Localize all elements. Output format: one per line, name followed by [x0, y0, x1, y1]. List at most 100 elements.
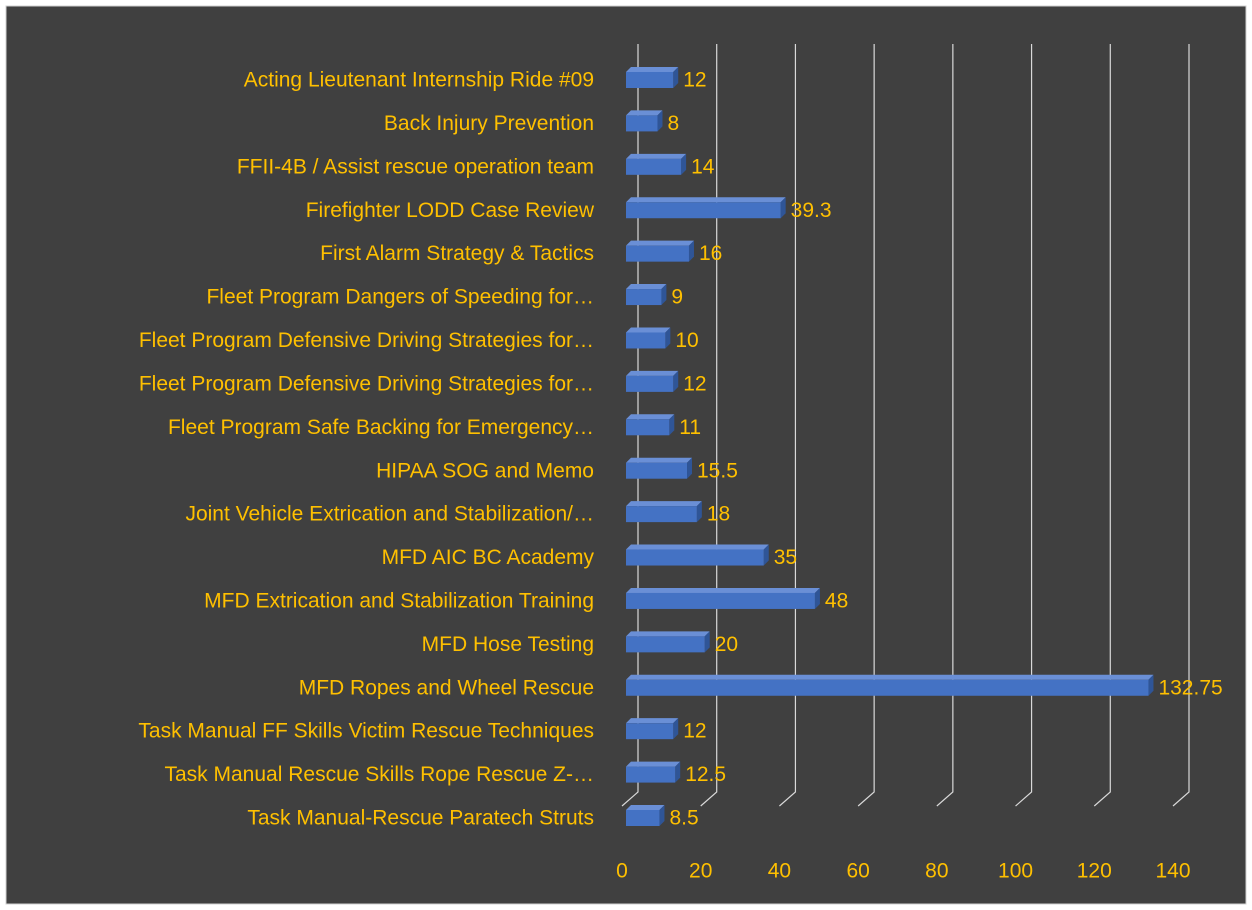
bar [626, 631, 710, 653]
y-tick-label: MFD AIC BC Academy [382, 546, 595, 569]
data-label: 15.5 [697, 459, 738, 482]
bar-face [780, 197, 786, 219]
bar-face [657, 110, 663, 132]
y-tick-label: Firefighter LODD Case Review [306, 199, 595, 222]
data-label: 18 [707, 503, 730, 526]
bar [626, 544, 769, 566]
chart-background [5, 5, 1247, 905]
bar-face [626, 72, 674, 88]
grid-line [700, 44, 718, 807]
x-tick-label: 140 [1155, 860, 1190, 883]
bar-face [626, 370, 679, 376]
bar-face [626, 549, 764, 566]
y-tick-label: First Alarm Strategy & Tactics [320, 242, 594, 265]
bar [626, 587, 820, 609]
bar-face [814, 587, 820, 609]
bar-face [626, 679, 1149, 696]
y-tick-label: Fleet Program Dangers of Speeding for… [206, 286, 594, 309]
bar-face [626, 67, 679, 72]
bar [626, 414, 675, 436]
data-label: 9 [671, 286, 683, 309]
bar [626, 153, 687, 175]
bar-face [626, 153, 687, 159]
y-tick-label: Acting Lieutenant Internship Ride #09 [244, 69, 594, 92]
data-label: 14 [691, 155, 715, 178]
grid-line [1015, 44, 1033, 807]
bar-face [626, 289, 662, 306]
bar-face [626, 501, 702, 507]
y-tick-label: MFD Ropes and Wheel Rescue [299, 676, 594, 699]
x-tick-label: 0 [616, 860, 628, 883]
grid-line [936, 44, 954, 807]
bar-face [626, 544, 769, 550]
bar-face [626, 332, 666, 349]
data-label: 12.5 [685, 763, 726, 786]
bar [626, 805, 665, 826]
bar-face [661, 284, 667, 306]
bar-face [626, 592, 815, 609]
y-tick-label: Task Manual FF Skills Victim Rescue Tech… [138, 720, 594, 743]
bar-face [626, 636, 705, 653]
bar-face [626, 810, 660, 826]
y-tick-label: Back Injury Prevention [384, 112, 594, 135]
data-label: 8.5 [669, 807, 698, 830]
bar-face [626, 631, 710, 637]
bar-face [626, 158, 682, 175]
bar-face [763, 544, 769, 566]
bar-face [659, 805, 665, 826]
bar-face [1148, 674, 1154, 696]
bar [626, 67, 679, 88]
bar-face [626, 457, 693, 463]
data-label: 35 [774, 546, 797, 569]
data-label: 12 [683, 720, 706, 743]
bar-face [626, 202, 781, 219]
y-tick-label: FFII-4B / Assist rescue operation team [237, 155, 594, 178]
y-tick-label: Fleet Program Defensive Driving Strategi… [139, 372, 594, 395]
bar-face [626, 240, 694, 246]
x-tick-label: 120 [1077, 860, 1112, 883]
bar-face [626, 766, 676, 783]
bar-face [673, 67, 679, 88]
x-tick-label: 20 [689, 860, 712, 883]
data-label: 12 [683, 372, 706, 395]
y-tick-label: MFD Extrication and Stabilization Traini… [204, 589, 594, 612]
data-label: 8 [667, 112, 679, 135]
bar-face [626, 110, 663, 116]
bar-face [669, 414, 675, 436]
grid-line [779, 44, 797, 807]
data-label: 20 [715, 633, 738, 656]
bar [626, 327, 671, 349]
grid-line [1172, 44, 1190, 807]
y-tick-label: HIPAA SOG and Memo [376, 459, 594, 482]
bar [626, 718, 679, 740]
bar [626, 110, 663, 132]
bar-face [673, 718, 679, 740]
bar-face [626, 197, 786, 203]
bar-face [675, 761, 681, 783]
bar [626, 284, 667, 306]
data-label: 16 [699, 242, 722, 265]
bar-face [626, 419, 670, 436]
bar-face [626, 805, 665, 810]
bar-face [626, 506, 697, 523]
bar-face [665, 327, 671, 349]
y-tick-label: Task Manual-Rescue Paratech Struts [247, 807, 594, 830]
bar-face [626, 723, 674, 740]
bar [626, 197, 786, 219]
data-label: 48 [825, 589, 848, 612]
bar-face [696, 501, 702, 523]
bar [626, 240, 694, 262]
data-label: 11 [679, 416, 701, 439]
bar-face [626, 462, 688, 479]
x-tick-label: 100 [998, 860, 1033, 883]
bar [626, 501, 702, 523]
bar-face [673, 370, 679, 392]
bar-face [626, 674, 1154, 680]
bar-face [626, 327, 671, 333]
y-tick-label: Joint Vehicle Extrication and Stabilizat… [185, 503, 594, 526]
bar-face [626, 718, 679, 724]
bar-face [687, 457, 693, 479]
data-label: 132.75 [1158, 676, 1222, 699]
bar-face [626, 414, 675, 420]
